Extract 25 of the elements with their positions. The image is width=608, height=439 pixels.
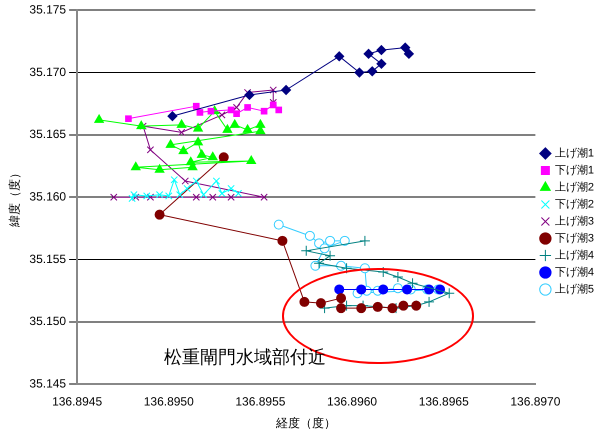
- legend-label: 下げ潮3: [554, 232, 594, 245]
- y-tick-label: 35.175: [29, 2, 66, 17]
- y-tick-label: 35.170: [29, 64, 66, 79]
- x-axis-title: 経度（度）: [275, 416, 336, 430]
- y-tick-label: 35.165: [29, 127, 66, 142]
- y-tick-label: 35.145: [29, 376, 66, 391]
- legend-label: 上げ潮3: [554, 214, 594, 228]
- legend-label: 上げ潮5: [554, 282, 594, 296]
- y-tick-label: 35.150: [29, 314, 66, 328]
- annotation: 松重閘門水域部付近: [164, 346, 326, 369]
- legend-label: 上げ潮1: [554, 146, 594, 160]
- x-tick-label: 136.8950: [144, 394, 194, 409]
- x-tick-label: 136.8970: [510, 394, 561, 409]
- y-tick-label: 35.155: [29, 252, 66, 266]
- legend-label: 上げ潮4: [554, 248, 594, 262]
- x-tick-label: 136.8955: [235, 394, 286, 409]
- x-tick-label: 136.8965: [418, 394, 470, 409]
- x-tick-label: 136.8960: [327, 394, 378, 409]
- y-tick-label: 35.160: [29, 190, 66, 204]
- legend-label: 下げ潮1: [554, 164, 594, 177]
- legend-label: 上げ潮2: [554, 180, 594, 194]
- legend-label: 下げ潮2: [554, 198, 594, 211]
- legend-label: 下げ潮4: [554, 266, 594, 279]
- y-axis-title: 緯度（度）: [8, 167, 22, 228]
- x-tick-label: 136.8945: [52, 394, 102, 409]
